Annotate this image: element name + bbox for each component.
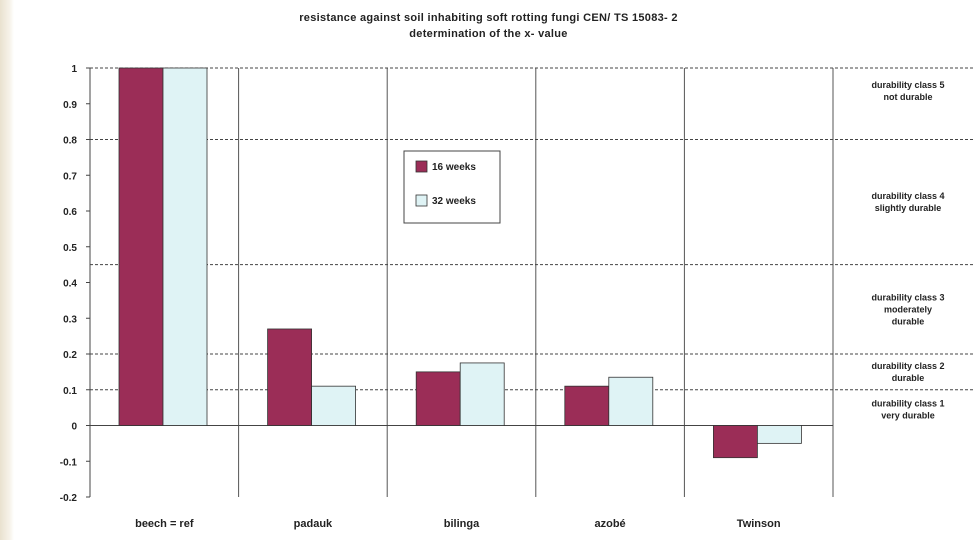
bar-32-weeks [459, 362, 505, 426]
bar-16-weeks [713, 425, 758, 459]
y-tick-label: -0.1 [60, 457, 78, 468]
category-label: azobé [595, 518, 626, 530]
y-tick-label: 1 [71, 64, 77, 75]
legend-label: 16 weeks [432, 162, 476, 173]
bar-16-weeks [118, 67, 164, 426]
bar-16-weeks [267, 328, 313, 426]
legend-label: 32 weeks [432, 196, 476, 207]
category-label: padauk [294, 518, 333, 530]
legend-swatch [415, 194, 428, 207]
left-edge-shading [0, 0, 14, 540]
durability-class-label: durable [892, 373, 925, 383]
durability-class-label: very durable [881, 410, 935, 420]
chart-title: resistance against soil inhabiting soft … [299, 12, 678, 24]
y-tick-label: 0.7 [63, 171, 77, 182]
bar-16-weeks [415, 371, 461, 426]
bar-32-weeks [162, 67, 208, 426]
bar-32-weeks [311, 385, 357, 426]
y-tick-label: 0.4 [63, 279, 77, 290]
durability-class-label: durability class 1 [871, 398, 944, 408]
durability-class-label: durability class 5 [871, 80, 944, 90]
y-tick-label: 0.6 [63, 207, 77, 218]
durability-class-label: slightly durable [875, 203, 942, 213]
durability-class-label: moderately [884, 304, 932, 314]
y-tick-label: 0.5 [63, 243, 77, 254]
y-tick-label: -0.2 [60, 493, 78, 504]
y-tick-label: 0.2 [63, 350, 77, 361]
category-label: bilinga [444, 518, 480, 530]
bar-32-weeks [757, 425, 802, 444]
chart-subtitle: determination of the x- value [409, 28, 568, 40]
legend-swatch [415, 160, 428, 173]
durability-class-label: durability class 2 [871, 361, 944, 371]
durability-class-label: not durable [884, 92, 933, 102]
y-tick-label: 0.3 [63, 314, 77, 325]
category-label: beech = ref [135, 518, 194, 530]
y-tick-label: 0.9 [63, 100, 77, 111]
bar-32-weeks [608, 376, 654, 426]
bar-16-weeks [564, 385, 610, 426]
y-tick-label: 0.1 [63, 386, 77, 397]
y-tick-label: 0.8 [63, 136, 77, 147]
durability-class-label: durable [892, 316, 925, 326]
y-tick-label: 0 [71, 422, 77, 433]
durability-class-label: durability class 3 [871, 292, 944, 302]
durability-class-label: durability class 4 [871, 191, 944, 201]
category-label: Twinson [737, 518, 781, 530]
